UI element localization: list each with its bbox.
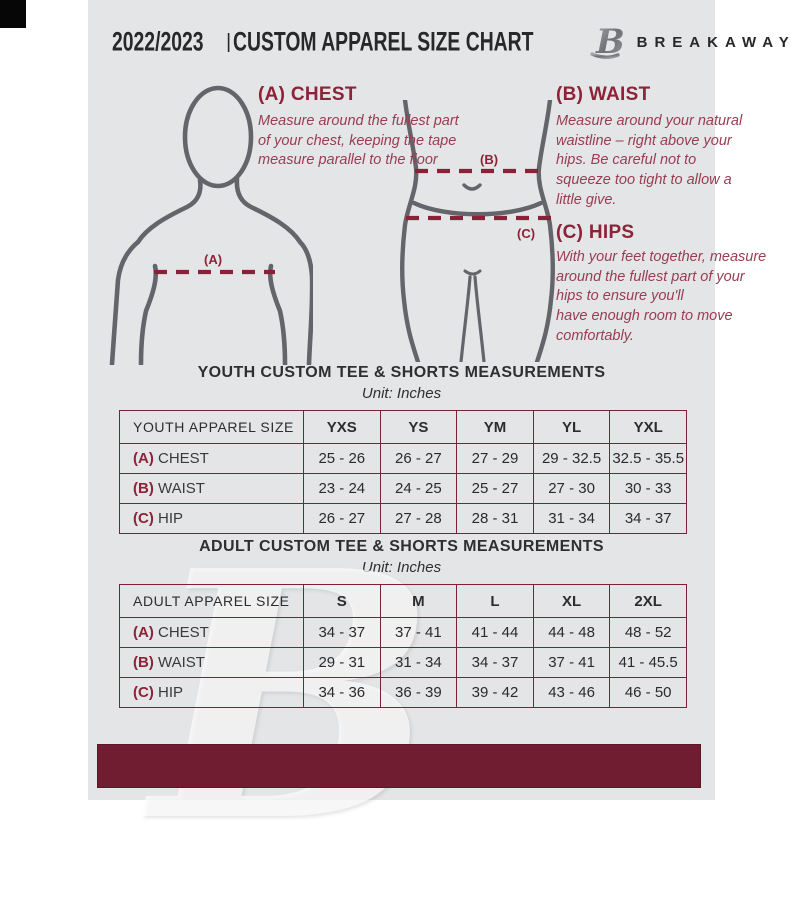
value-cell: 32.5 - 35.5	[609, 443, 687, 474]
value-cell: 30 - 33	[609, 473, 687, 504]
row-label-cell: (B) WAIST	[119, 473, 304, 504]
table-row: (A) CHEST 34 - 37 37 - 41 41 - 44 44 - 4…	[119, 617, 687, 648]
value-cell: 31 - 34	[379, 647, 458, 678]
row-label: CHEST	[153, 450, 209, 467]
adult-size-table: ADULT APPAREL SIZE S M L XL 2XL (A) CHES…	[119, 584, 687, 708]
youth-table-unit: Unit: Inches	[361, 385, 442, 402]
value-cell: 46 - 50	[609, 677, 687, 708]
row-label: CHEST	[153, 624, 209, 641]
value-cell: 26 - 27	[303, 503, 381, 534]
value-cell: 48 - 52	[609, 617, 687, 648]
row-label-cell: (B) WAIST	[119, 647, 304, 678]
column-header: 2XL	[609, 584, 687, 618]
row-label-cell: (C) HIP	[119, 503, 304, 534]
brand: B BREAKAWAY	[589, 21, 796, 63]
header-title: CUSTOM APPAREL SIZE CHART	[233, 26, 534, 57]
column-header: S	[303, 584, 381, 618]
size-chart-page: B 2022/2023 | CUSTOM APPAREL SIZE CHART …	[0, 0, 789, 868]
value-cell: 27 - 29	[456, 443, 534, 474]
value-cell: 34 - 36	[303, 677, 381, 708]
torso-outline-icon	[109, 85, 313, 365]
value-cell: 34 - 37	[456, 647, 534, 678]
youth-table-title: YOUTH CUSTOM TEE & SHORTS MEASUREMENTS	[197, 364, 606, 381]
value-cell: 24 - 25	[379, 473, 458, 504]
column-header: M	[379, 584, 458, 618]
row-key: (C)	[133, 510, 154, 527]
column-header: YS	[379, 410, 458, 444]
table-row: (A) CHEST 25 - 26 26 - 27 27 - 29 29 - 3…	[119, 443, 687, 474]
column-header: YL	[532, 410, 611, 444]
brand-name: BREAKAWAY	[636, 33, 796, 51]
value-cell: 34 - 37	[609, 503, 687, 534]
value-cell: 31 - 34	[532, 503, 611, 534]
row-key: (B)	[133, 480, 154, 497]
row-key: (C)	[133, 684, 154, 701]
row-label: WAIST	[153, 654, 205, 671]
hips-figure: (B) (C)	[390, 100, 565, 362]
adult-table-unit: Unit: Inches	[361, 559, 442, 576]
value-cell: 34 - 37	[303, 617, 381, 648]
waist-line-label: (B)	[480, 152, 499, 167]
row-label: WAIST	[153, 480, 205, 497]
value-cell: 44 - 48	[532, 617, 611, 648]
header-year: 2022/2023	[112, 26, 204, 57]
row-key: (B)	[133, 654, 154, 671]
row-label-cell: (A) CHEST	[119, 617, 304, 648]
chest-heading: (A) CHEST	[258, 84, 357, 105]
row-key: (A)	[133, 450, 154, 467]
adult-table-title: ADULT CUSTOM TEE & SHORTS MEASUREMENTS	[199, 538, 604, 555]
chest-line-label: (A)	[204, 252, 223, 267]
header: 2022/2023 | CUSTOM APPAREL SIZE CHART B …	[112, 22, 789, 62]
table-row: (C) HIP 26 - 27 27 - 28 28 - 31 31 - 34 …	[119, 503, 687, 534]
hips-heading: (C) HIPS	[556, 222, 635, 243]
value-cell: 27 - 28	[379, 503, 458, 534]
table-row: (C) HIP 34 - 36 36 - 39 39 - 42 43 - 46 …	[119, 677, 687, 708]
table-row: (B) WAIST 23 - 24 24 - 25 25 - 27 27 - 3…	[119, 473, 687, 504]
value-cell: 25 - 26	[303, 443, 381, 474]
value-cell: 39 - 42	[456, 677, 534, 708]
chest-figure: (A)	[108, 80, 313, 365]
corner-mark	[0, 0, 26, 28]
column-header: L	[456, 584, 534, 618]
value-cell: 41 - 44	[456, 617, 534, 648]
header-separator: |	[226, 30, 232, 53]
column-header: YXS	[303, 410, 381, 444]
hips-line-label: (C)	[517, 226, 536, 241]
value-cell: 25 - 27	[456, 473, 534, 504]
row-label-cell: (C) HIP	[119, 677, 304, 708]
column-header: XL	[532, 584, 611, 618]
column-header: YM	[456, 410, 534, 444]
table-header-row: ADULT APPAREL SIZE S M L XL 2XL	[119, 584, 687, 618]
value-cell: 29 - 31	[303, 647, 381, 678]
row-key: (A)	[133, 624, 154, 641]
chest-description: Measure around the fullest part of your …	[258, 113, 459, 169]
size-header-cell: ADULT APPAREL SIZE	[119, 584, 304, 618]
row-label: HIP	[153, 510, 184, 527]
table-header-row: YOUTH APPAREL SIZE YXS YS YM YL YXL	[119, 410, 687, 444]
table-row: (B) WAIST 29 - 31 31 - 34 34 - 37 37 - 4…	[119, 647, 687, 678]
value-cell: 27 - 30	[532, 473, 611, 504]
youth-size-table: YOUTH APPAREL SIZE YXS YS YM YL YXL (A) …	[119, 410, 687, 534]
value-cell: 37 - 41	[532, 647, 611, 678]
value-cell: 29 - 32.5	[532, 443, 611, 474]
value-cell: 41 - 45.5	[609, 647, 687, 678]
value-cell: 37 - 41	[379, 617, 458, 648]
row-label-cell: (A) CHEST	[119, 443, 304, 474]
brand-logo-icon: B	[589, 21, 629, 63]
waist-description: Measure around your natural waistline – …	[556, 113, 743, 208]
value-cell: 26 - 27	[379, 443, 458, 474]
value-cell: 43 - 46	[532, 677, 611, 708]
hips-outline-icon	[399, 100, 556, 362]
footer-bar	[97, 744, 701, 788]
size-header-cell: YOUTH APPAREL SIZE	[119, 410, 304, 444]
value-cell: 36 - 39	[379, 677, 458, 708]
column-header: YXL	[609, 410, 687, 444]
value-cell: 23 - 24	[303, 473, 381, 504]
value-cell: 28 - 31	[456, 503, 534, 534]
waist-heading: (B) WAIST	[556, 84, 651, 105]
hips-description: With your feet together, measure around …	[556, 249, 767, 344]
row-label: HIP	[153, 684, 184, 701]
